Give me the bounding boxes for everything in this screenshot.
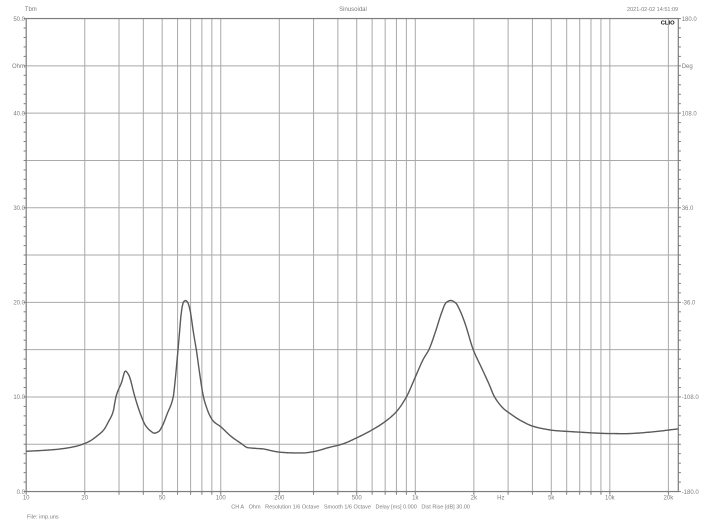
svg-text:2k: 2k	[471, 496, 478, 502]
svg-text:10.0: 10.0	[13, 395, 25, 401]
svg-text:CLIO: CLIO	[661, 21, 675, 27]
svg-text:Hz: Hz	[497, 496, 504, 502]
svg-text:10: 10	[23, 496, 30, 502]
svg-text:40.0: 40.0	[13, 111, 25, 117]
svg-text:100: 100	[216, 496, 227, 502]
svg-text:30.0: 30.0	[13, 206, 25, 212]
svg-text:Sinusoidal: Sinusoidal	[339, 7, 367, 13]
svg-text:CH A Ohm Resolution 1/6 Oc: CH A Ohm Resolution 1/6 Octave Smooth 1/…	[231, 505, 470, 511]
svg-text:20: 20	[81, 496, 88, 502]
svg-text:108.0: 108.0	[682, 111, 698, 117]
svg-text:200: 200	[274, 496, 285, 502]
svg-text:File: imp.uns: File: imp.uns	[27, 514, 59, 520]
svg-text:Tbm: Tbm	[25, 7, 37, 13]
svg-text:50: 50	[159, 496, 166, 502]
svg-text:10k: 10k	[605, 496, 616, 502]
svg-text:2021-02-02 14:51:09: 2021-02-02 14:51:09	[627, 7, 678, 13]
svg-text:20k: 20k	[664, 496, 675, 502]
svg-text:20.0: 20.0	[13, 301, 25, 307]
svg-text:500: 500	[352, 496, 363, 502]
svg-text:180.0: 180.0	[682, 17, 698, 23]
svg-text:1k: 1k	[412, 496, 419, 502]
svg-text:5k: 5k	[548, 496, 555, 502]
svg-text:-180.0: -180.0	[682, 490, 700, 496]
svg-text:Deg: Deg	[682, 64, 693, 70]
svg-text:Ohm: Ohm	[12, 64, 25, 70]
svg-text:-108.0: -108.0	[682, 395, 700, 401]
svg-text:0.0: 0.0	[17, 490, 26, 496]
svg-text:36.0: 36.0	[682, 206, 694, 212]
svg-text:-36.0: -36.0	[682, 301, 696, 307]
svg-text:50.0: 50.0	[13, 17, 25, 23]
